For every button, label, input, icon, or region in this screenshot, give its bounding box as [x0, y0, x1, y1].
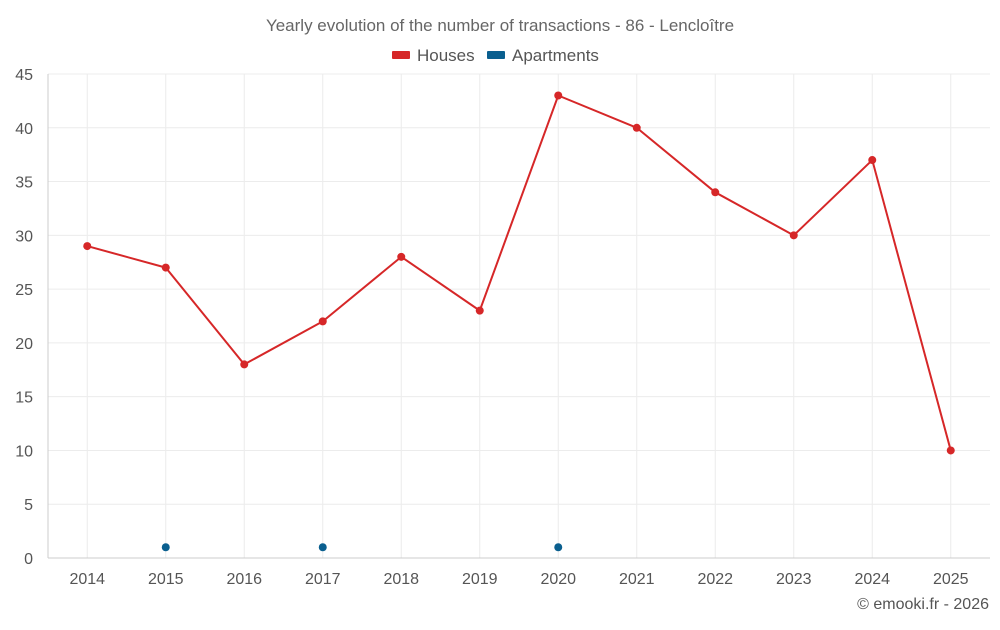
legend-label-apartments[interactable]: Apartments — [512, 46, 599, 65]
x-tick-label: 2014 — [69, 571, 105, 588]
legend: Houses Apartments — [392, 46, 599, 65]
houses-data-point[interactable] — [83, 242, 92, 251]
y-tick-label: 40 — [15, 121, 33, 138]
y-tick-label: 35 — [15, 175, 33, 192]
houses-data-point[interactable] — [632, 123, 641, 132]
houses-data-point[interactable] — [868, 156, 877, 165]
x-tick-label: 2024 — [854, 571, 890, 588]
y-tick-label: 25 — [15, 282, 33, 299]
chart-title: Yearly evolution of the number of transa… — [266, 16, 734, 35]
y-tick-label: 5 — [24, 497, 33, 514]
x-tick-label: 2023 — [776, 571, 812, 588]
y-tick-label: 0 — [24, 551, 33, 568]
x-tick-label: 2020 — [540, 571, 576, 588]
legend-swatch-apartments[interactable] — [487, 51, 505, 59]
houses-data-point[interactable] — [240, 360, 249, 369]
houses-data-point[interactable] — [475, 306, 484, 315]
legend-swatch-houses[interactable] — [392, 51, 410, 59]
houses-data-point[interactable] — [946, 446, 955, 455]
houses-data-point[interactable] — [711, 188, 720, 197]
chart-credit: © emooki.fr - 2026 — [857, 596, 989, 613]
x-tick-label: 2018 — [383, 571, 419, 588]
y-tick-label: 30 — [15, 228, 33, 245]
grid — [48, 73, 990, 559]
apartments-data-point[interactable] — [161, 543, 170, 552]
houses-data-point[interactable] — [789, 231, 798, 240]
y-tick-label: 10 — [15, 443, 33, 460]
x-tick-label: 2017 — [305, 571, 341, 588]
series — [83, 91, 955, 552]
y-tick-label: 45 — [15, 67, 33, 84]
houses-data-point[interactable] — [318, 317, 327, 326]
legend-label-houses[interactable]: Houses — [417, 46, 475, 65]
x-tick-label: 2019 — [462, 571, 498, 588]
y-tick-label: 15 — [15, 390, 33, 407]
x-tick-label: 2016 — [226, 571, 262, 588]
x-tick-label: 2025 — [933, 571, 969, 588]
x-tick-label: 2022 — [697, 571, 733, 588]
houses-data-point[interactable] — [161, 263, 170, 272]
axes: 2014 2015 2016 2017 2018 2019 2020 2021 2022 2023… — [15, 67, 990, 588]
houses-data-point[interactable] — [554, 91, 563, 100]
houses-data-point[interactable] — [397, 252, 406, 261]
apartments-data-point[interactable] — [318, 543, 327, 552]
y-tick-label: 20 — [15, 336, 33, 353]
x-tick-label: 2021 — [619, 571, 655, 588]
houses-series-line — [86, 94, 952, 452]
x-tick-label: 2015 — [148, 571, 184, 588]
apartments-data-point[interactable] — [554, 543, 563, 552]
